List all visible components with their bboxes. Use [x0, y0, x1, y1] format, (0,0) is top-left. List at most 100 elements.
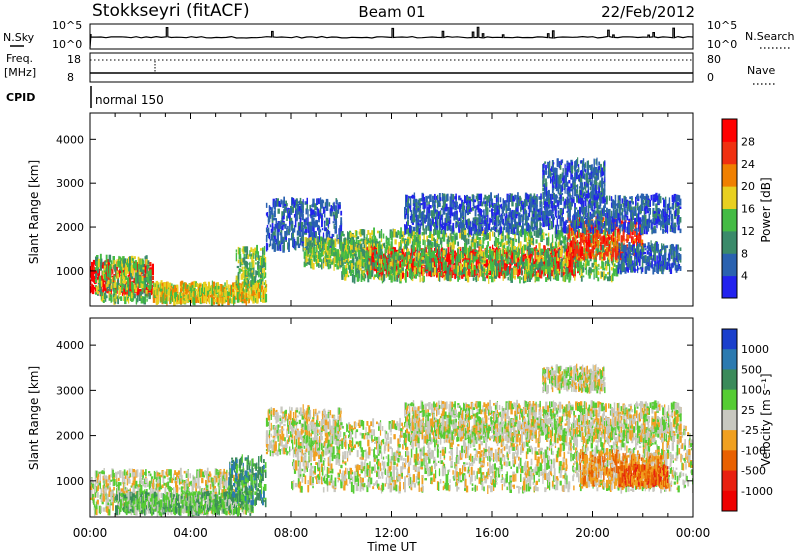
power-cell	[297, 243, 301, 248]
power-cell	[471, 266, 474, 276]
power-cell	[188, 298, 191, 302]
power-cell	[306, 262, 309, 265]
power-cell	[537, 253, 540, 256]
power-cell	[595, 269, 598, 278]
power-cell	[439, 237, 441, 245]
power-cell	[517, 254, 519, 263]
power-cell	[97, 271, 100, 280]
power-cell	[139, 277, 142, 286]
power-cell	[278, 200, 281, 207]
power-cell	[233, 297, 235, 306]
power-cell	[468, 265, 471, 272]
power-cell	[284, 223, 287, 229]
power-cell	[429, 233, 432, 239]
power-cell	[246, 280, 249, 284]
power-cell	[578, 269, 580, 273]
power-cell	[371, 230, 374, 235]
power-cell	[260, 283, 262, 288]
power-cell	[351, 274, 354, 283]
power-cell	[565, 271, 568, 277]
power-cell	[170, 294, 172, 304]
power-cell	[330, 205, 332, 211]
power-cell	[285, 200, 287, 204]
power-cell	[313, 257, 315, 262]
power-cell	[239, 295, 242, 302]
power-cell	[101, 265, 104, 269]
power-cell	[367, 239, 370, 245]
power-cell	[225, 290, 228, 298]
power-cell	[114, 295, 117, 304]
power-cell	[408, 260, 411, 269]
power-cell	[574, 265, 576, 268]
power-cell	[423, 252, 425, 257]
power-cell	[337, 203, 340, 209]
power-cell	[523, 228, 527, 235]
power-cell	[195, 288, 197, 291]
power-cell	[566, 274, 569, 280]
power-cell	[467, 258, 469, 261]
power-cell	[354, 254, 357, 259]
power-cell	[242, 270, 245, 276]
power-cell	[333, 224, 335, 229]
power-cell	[285, 236, 287, 241]
power-cell	[174, 289, 177, 293]
power-cell	[141, 298, 144, 304]
power-cell	[279, 202, 282, 208]
power-cell	[345, 250, 348, 259]
power-cell	[188, 291, 191, 300]
power-cell	[450, 271, 452, 276]
power-cell	[378, 233, 381, 239]
power-cell	[595, 265, 598, 271]
power-cell	[591, 262, 594, 268]
power-cell	[543, 232, 545, 239]
power-cell	[475, 236, 478, 244]
power-cell	[426, 244, 428, 248]
power-cell	[564, 244, 567, 250]
power-cell	[299, 231, 302, 237]
power-cell	[257, 279, 259, 283]
power-cell	[550, 257, 553, 260]
power-cell	[256, 281, 258, 285]
power-cell	[542, 256, 544, 262]
power-cell	[263, 259, 266, 262]
power-cell	[493, 266, 495, 272]
power-cell	[253, 296, 255, 301]
power-cell	[488, 275, 490, 284]
power-cell	[526, 272, 529, 277]
power-cell	[394, 239, 397, 245]
power-cell	[488, 250, 490, 253]
power-cell	[341, 256, 344, 264]
power-cell	[396, 252, 399, 260]
power-cell	[554, 241, 557, 248]
power-cell	[599, 240, 601, 246]
power-cell	[461, 272, 464, 275]
power-cell	[235, 249, 238, 252]
power-cell	[371, 242, 373, 248]
power-cell	[348, 238, 350, 245]
power-cell	[528, 240, 531, 244]
power-cell	[323, 209, 326, 214]
power-cell	[541, 266, 544, 271]
power-cell	[132, 287, 135, 296]
power-cell	[320, 204, 322, 209]
power-cell	[147, 260, 150, 265]
power-cell	[157, 284, 159, 289]
power-cell	[146, 262, 148, 271]
power-cell	[540, 237, 543, 241]
power-cell	[475, 253, 478, 260]
power-cell	[357, 243, 360, 247]
power-cell	[540, 271, 543, 279]
power-cell	[410, 255, 413, 264]
power-cell	[238, 270, 241, 274]
freq-tick-bottom: 8	[67, 71, 74, 84]
power-cell	[405, 243, 407, 249]
power-cell	[318, 254, 320, 259]
power-cell	[392, 228, 394, 238]
power-cell	[331, 233, 333, 239]
power-cell	[312, 209, 315, 215]
power-cell	[292, 198, 295, 204]
power-cell	[522, 261, 525, 269]
power-cell	[347, 231, 349, 240]
power-cell	[591, 269, 594, 273]
power-cell	[366, 238, 368, 242]
